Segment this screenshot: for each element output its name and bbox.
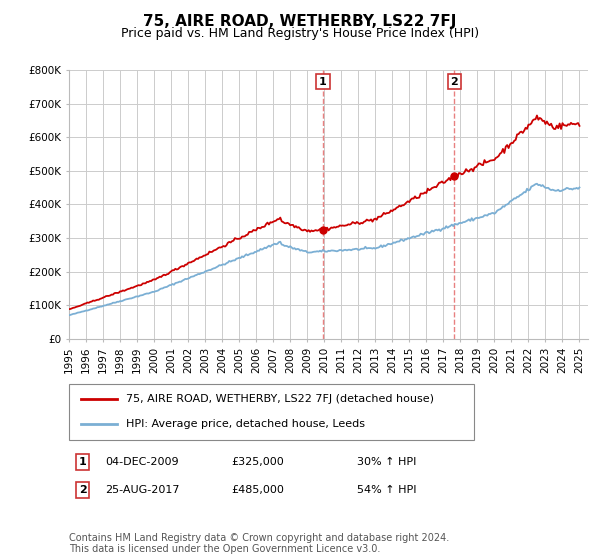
- Text: 1: 1: [79, 457, 86, 467]
- Text: 54% ↑ HPI: 54% ↑ HPI: [357, 485, 416, 495]
- Text: HPI: Average price, detached house, Leeds: HPI: Average price, detached house, Leed…: [126, 419, 365, 429]
- Text: £485,000: £485,000: [231, 485, 284, 495]
- Text: 04-DEC-2009: 04-DEC-2009: [105, 457, 179, 467]
- Text: 2: 2: [451, 77, 458, 87]
- Text: 30% ↑ HPI: 30% ↑ HPI: [357, 457, 416, 467]
- Text: 75, AIRE ROAD, WETHERBY, LS22 7FJ (detached house): 75, AIRE ROAD, WETHERBY, LS22 7FJ (detac…: [126, 394, 434, 404]
- Text: 1: 1: [319, 77, 327, 87]
- Text: 75, AIRE ROAD, WETHERBY, LS22 7FJ: 75, AIRE ROAD, WETHERBY, LS22 7FJ: [143, 14, 457, 29]
- Text: £325,000: £325,000: [231, 457, 284, 467]
- Text: Price paid vs. HM Land Registry's House Price Index (HPI): Price paid vs. HM Land Registry's House …: [121, 27, 479, 40]
- Text: 2: 2: [79, 485, 86, 495]
- Text: 25-AUG-2017: 25-AUG-2017: [105, 485, 179, 495]
- Text: Contains HM Land Registry data © Crown copyright and database right 2024.
This d: Contains HM Land Registry data © Crown c…: [69, 533, 449, 554]
